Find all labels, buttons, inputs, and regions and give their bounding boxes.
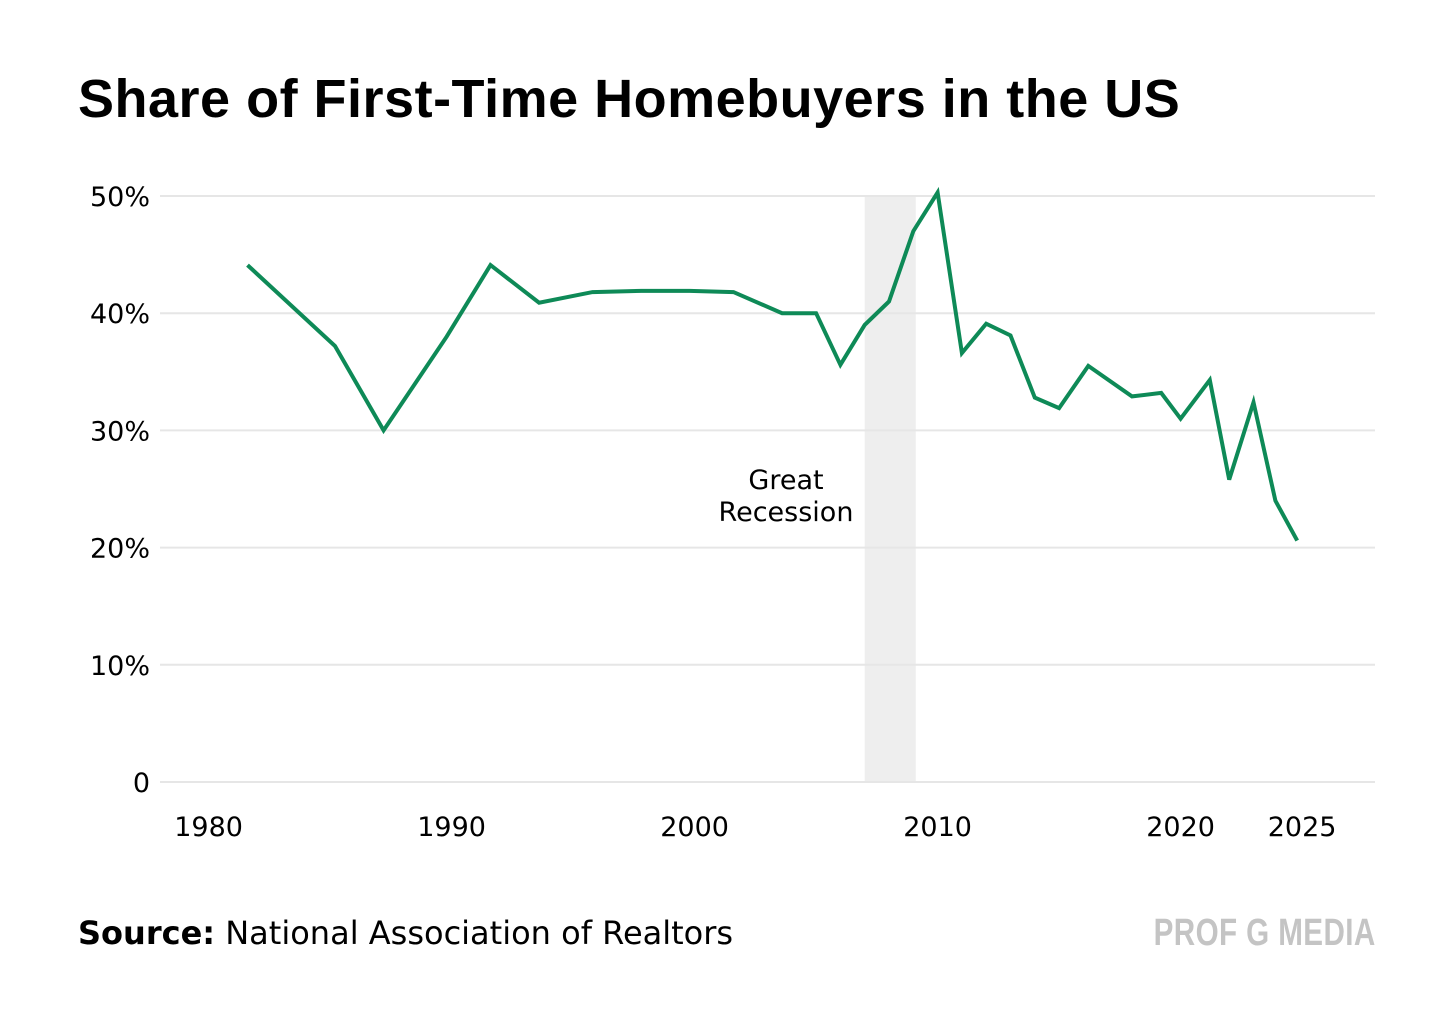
y-tick-label-0: 0 (133, 768, 150, 799)
annotation-recession: Recession (719, 497, 854, 528)
gridline-layer (160, 195, 1375, 783)
y-tick-label-10: 10% (90, 651, 150, 682)
series-layer (246, 186, 1299, 542)
x-tick-label-2000: 2000 (660, 812, 729, 843)
x-tick-label-2010: 2010 (903, 812, 972, 843)
chart-title: Share of First-Time Homebuyers in the US (78, 69, 1181, 129)
source-label: Source: (78, 914, 216, 952)
source-text: National Association of Realtors (225, 914, 734, 952)
y-tick-label-50: 50% (90, 182, 150, 213)
series-line-0 (246, 186, 1299, 542)
y-tick-label-40: 40% (90, 299, 150, 330)
shaded-region-layer (864, 196, 916, 782)
x-tick-label-1980: 1980 (174, 812, 243, 843)
x-tick-layer: 1980 1990 2000 2010 2020 2025 (174, 812, 1336, 843)
annotation-great: Great (748, 465, 823, 496)
y-tick-label-20: 20% (90, 534, 150, 565)
y-tick-label-30: 30% (90, 416, 150, 447)
source-note: Source: National Association of Realtors (78, 912, 733, 954)
x-tick-label-1990: 1990 (417, 812, 486, 843)
brand-logo: PROF G MEDIA (1153, 912, 1376, 954)
y-tick-layer: 0 10% 20% 30% 40% 50% (90, 182, 150, 799)
x-tick-label-2025: 2025 (1268, 812, 1337, 843)
recession-shade-0 (864, 196, 916, 782)
x-tick-label-2020: 2020 (1146, 812, 1215, 843)
